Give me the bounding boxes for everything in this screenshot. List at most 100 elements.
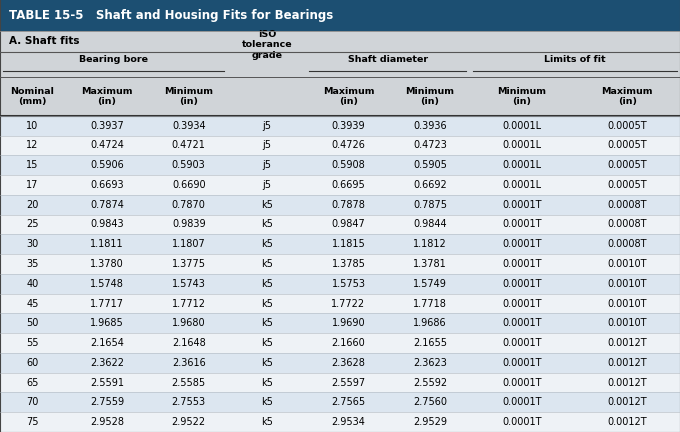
Text: 1.1812: 1.1812 (413, 239, 447, 249)
Text: 0.5908: 0.5908 (332, 160, 365, 170)
Text: k5: k5 (261, 219, 273, 229)
Text: 2.3623: 2.3623 (413, 358, 447, 368)
Text: 0.4721: 0.4721 (172, 140, 205, 150)
Text: 1.9686: 1.9686 (413, 318, 447, 328)
Text: 0.7878: 0.7878 (332, 200, 365, 210)
Text: 0.0001T: 0.0001T (502, 219, 542, 229)
Text: 20: 20 (26, 200, 39, 210)
Text: 65: 65 (26, 378, 39, 388)
Text: 1.1811: 1.1811 (90, 239, 124, 249)
Text: 1.3781: 1.3781 (413, 259, 447, 269)
Bar (0, 215, 680, 234)
Text: k5: k5 (261, 417, 273, 427)
Text: 0.0005T: 0.0005T (607, 140, 647, 150)
Text: 2.5591: 2.5591 (90, 378, 124, 388)
Text: 1.1815: 1.1815 (332, 239, 365, 249)
Bar (0, 314, 680, 333)
Text: 0.0001T: 0.0001T (502, 239, 542, 249)
Text: k5: k5 (261, 259, 273, 269)
Text: 1.7718: 1.7718 (413, 299, 447, 308)
Bar (0, 333, 680, 353)
Text: 0.7875: 0.7875 (413, 200, 447, 210)
Text: 2.1660: 2.1660 (332, 338, 365, 348)
Text: 0.0010T: 0.0010T (607, 318, 647, 328)
Text: k5: k5 (261, 239, 273, 249)
Text: 2.1648: 2.1648 (172, 338, 205, 348)
Text: 1.5753: 1.5753 (331, 279, 365, 289)
Text: 0.0001T: 0.0001T (502, 397, 542, 407)
Text: ISO
tolerance
grade: ISO tolerance grade (241, 30, 292, 60)
Text: 0.4726: 0.4726 (332, 140, 365, 150)
Text: 2.1654: 2.1654 (90, 338, 124, 348)
Bar (0, 136, 680, 156)
Text: A. Shaft fits: A. Shaft fits (9, 36, 80, 47)
Bar (0, 393, 680, 412)
Text: 1.7722: 1.7722 (331, 299, 366, 308)
Text: 0.5906: 0.5906 (90, 160, 124, 170)
Text: 1.5748: 1.5748 (90, 279, 124, 289)
Text: 2.9529: 2.9529 (413, 417, 447, 427)
Text: 2.7553: 2.7553 (171, 397, 206, 407)
Text: k5: k5 (261, 279, 273, 289)
Text: j5: j5 (262, 121, 271, 130)
Text: 1.3775: 1.3775 (171, 259, 206, 269)
Text: 0.3934: 0.3934 (172, 121, 205, 130)
Text: 30: 30 (26, 239, 39, 249)
Bar (0, 0, 680, 31)
Text: 0.0001T: 0.0001T (502, 338, 542, 348)
Text: 1.9690: 1.9690 (332, 318, 365, 328)
Bar (0, 234, 680, 254)
Bar (0, 52, 680, 77)
Bar (0, 116, 680, 136)
Text: Minimum
(in): Minimum (in) (405, 87, 455, 106)
Text: 0.4724: 0.4724 (90, 140, 124, 150)
Text: 2.7559: 2.7559 (90, 397, 124, 407)
Text: 0.0012T: 0.0012T (607, 378, 647, 388)
Text: 1.3785: 1.3785 (332, 259, 365, 269)
Text: 0.5903: 0.5903 (172, 160, 205, 170)
Bar (0, 353, 680, 373)
Text: 0.0001L: 0.0001L (503, 180, 541, 190)
Text: 15: 15 (26, 160, 39, 170)
Bar (0, 412, 680, 432)
Text: 1.9680: 1.9680 (172, 318, 205, 328)
Text: 0.9843: 0.9843 (90, 219, 124, 229)
Text: Maximum
(in): Maximum (in) (82, 87, 133, 106)
Text: 1.7717: 1.7717 (90, 299, 124, 308)
Text: 0.6695: 0.6695 (332, 180, 365, 190)
Text: 0.7870: 0.7870 (172, 200, 205, 210)
Text: 2.5592: 2.5592 (413, 378, 447, 388)
Text: 0.0001T: 0.0001T (502, 378, 542, 388)
Text: 25: 25 (26, 219, 39, 229)
Text: 0.0010T: 0.0010T (607, 279, 647, 289)
Text: 0.0010T: 0.0010T (607, 259, 647, 269)
Text: 0.9839: 0.9839 (172, 219, 205, 229)
Bar (0, 195, 680, 215)
Text: Bearing bore: Bearing bore (80, 55, 148, 64)
Text: k5: k5 (261, 318, 273, 328)
Text: 0.0001T: 0.0001T (502, 358, 542, 368)
Text: k5: k5 (261, 200, 273, 210)
Text: 2.9534: 2.9534 (332, 417, 365, 427)
Bar (0, 373, 680, 392)
Text: 1.3780: 1.3780 (90, 259, 124, 269)
Text: 45: 45 (26, 299, 39, 308)
Text: 0.0001T: 0.0001T (502, 318, 542, 328)
Text: 0.0012T: 0.0012T (607, 417, 647, 427)
Text: 1.5743: 1.5743 (172, 279, 205, 289)
Text: 0.6692: 0.6692 (413, 180, 447, 190)
Text: 0.0008T: 0.0008T (607, 219, 647, 229)
Text: 0.0001T: 0.0001T (502, 279, 542, 289)
Text: 1.1807: 1.1807 (172, 239, 205, 249)
Text: 0.6690: 0.6690 (172, 180, 205, 190)
Text: 0.0001T: 0.0001T (502, 417, 542, 427)
Text: 0.7874: 0.7874 (90, 200, 124, 210)
Text: 60: 60 (26, 358, 39, 368)
Text: 0.0012T: 0.0012T (607, 397, 647, 407)
Bar (0, 274, 680, 294)
Text: k5: k5 (261, 378, 273, 388)
Text: 0.0001T: 0.0001T (502, 200, 542, 210)
Text: 1.7712: 1.7712 (171, 299, 206, 308)
Text: 0.0001T: 0.0001T (502, 299, 542, 308)
Text: j5: j5 (262, 160, 271, 170)
